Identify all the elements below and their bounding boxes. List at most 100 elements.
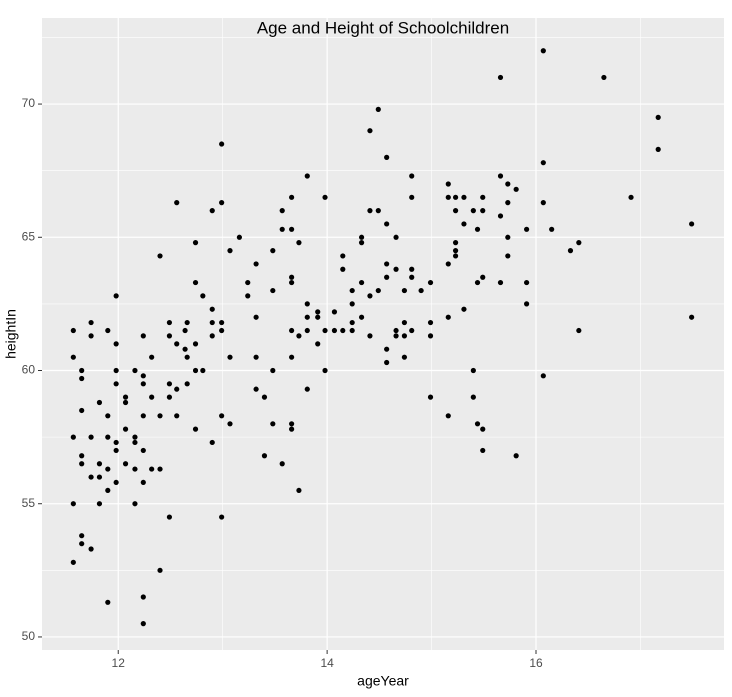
point: [140, 381, 146, 387]
point: [384, 274, 390, 280]
point: [322, 327, 328, 334]
point: [461, 194, 467, 200]
point: [384, 346, 390, 352]
point: [70, 327, 76, 334]
x-tick-label: 16: [529, 656, 543, 670]
point: [279, 461, 285, 467]
point: [96, 399, 103, 406]
point: [497, 213, 504, 219]
point: [480, 194, 486, 200]
point: [132, 434, 138, 440]
point: [304, 314, 310, 320]
point: [452, 194, 459, 200]
point: [209, 439, 215, 446]
point: [340, 253, 346, 259]
point: [513, 186, 519, 192]
point: [480, 426, 486, 432]
point: [409, 274, 415, 280]
point: [567, 248, 574, 254]
point: [157, 253, 163, 259]
point: [149, 466, 155, 472]
point: [219, 514, 225, 520]
point: [184, 354, 190, 360]
point: [209, 333, 215, 339]
point: [540, 200, 546, 206]
point: [219, 319, 225, 326]
point: [304, 386, 310, 392]
point: [409, 327, 415, 334]
point: [88, 333, 94, 339]
point: [219, 413, 225, 419]
point: [236, 234, 242, 240]
point: [140, 413, 146, 419]
point: [655, 146, 661, 152]
point: [505, 253, 511, 259]
point: [140, 373, 146, 379]
point: [192, 240, 199, 246]
point: [393, 327, 399, 334]
point: [289, 354, 295, 360]
point: [157, 413, 163, 419]
point: [445, 413, 451, 419]
point: [270, 421, 276, 427]
point: [113, 439, 119, 446]
point: [219, 141, 225, 147]
point: [105, 599, 111, 605]
point: [140, 479, 146, 486]
point: [349, 287, 355, 294]
point: [88, 474, 94, 480]
point: [549, 226, 555, 232]
y-tick-label: 70: [22, 96, 36, 110]
point: [427, 394, 434, 400]
point: [505, 200, 511, 206]
point: [289, 327, 295, 334]
point: [497, 74, 504, 81]
point: [113, 447, 119, 454]
point: [384, 221, 390, 227]
point: [105, 327, 111, 334]
point: [427, 319, 434, 326]
point: [401, 354, 408, 360]
point: [524, 226, 530, 232]
y-tick-label: 50: [22, 629, 36, 643]
y-tick-label: 55: [22, 496, 36, 510]
point: [227, 421, 233, 427]
point: [375, 287, 381, 294]
point: [304, 301, 310, 307]
point: [358, 279, 365, 286]
point: [192, 426, 199, 432]
point: [393, 266, 399, 272]
point: [322, 194, 328, 200]
point: [452, 248, 459, 254]
point: [140, 621, 146, 627]
point: [296, 240, 302, 246]
point: [289, 421, 295, 427]
point: [96, 461, 103, 467]
point: [245, 279, 251, 286]
point: [409, 194, 415, 200]
x-tick-label: 14: [320, 656, 334, 670]
point: [480, 208, 486, 214]
point: [113, 367, 119, 374]
point: [79, 407, 85, 414]
point: [349, 301, 355, 307]
point: [149, 394, 155, 400]
point: [157, 466, 163, 472]
point: [505, 234, 511, 240]
point: [105, 413, 111, 419]
point: [367, 293, 373, 299]
point: [497, 279, 504, 286]
point: [184, 381, 190, 387]
point: [105, 466, 111, 472]
point: [470, 367, 476, 374]
y-tick-label: 60: [22, 363, 36, 377]
point: [209, 306, 215, 312]
point: [227, 248, 233, 254]
point: [70, 434, 76, 440]
point: [474, 279, 481, 286]
point: [245, 293, 251, 299]
point: [315, 309, 321, 315]
point: [200, 367, 206, 374]
point: [96, 474, 103, 480]
point: [289, 274, 295, 280]
